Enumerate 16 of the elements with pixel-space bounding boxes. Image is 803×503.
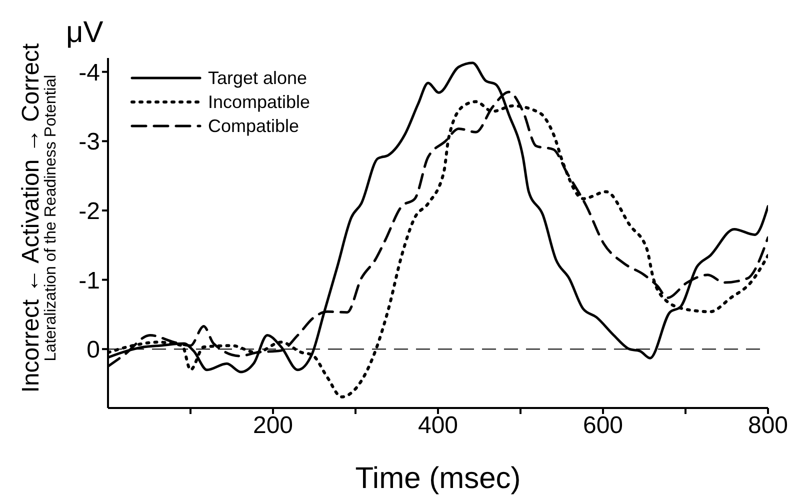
y-tick-label: -4 (78, 59, 100, 86)
text: μV (66, 16, 104, 50)
y-axis-title: Incorrect ← Activation → Correct (18, 43, 45, 393)
legend-label: Compatible (208, 116, 300, 136)
x-axis-title: Time (msec) (355, 462, 521, 495)
y-tick-label: -3 (78, 128, 100, 156)
x-tick-label: 600 (582, 412, 624, 440)
y-tick-label: -1 (78, 267, 100, 294)
x-tick-label: 400 (418, 412, 458, 440)
y-tick-label: 0 (86, 336, 100, 364)
legend-label: Incompatible (208, 92, 310, 112)
legend-label: Target alone (208, 68, 308, 88)
x-tick-label: 800 (748, 412, 788, 440)
x-tick-label: 200 (252, 412, 294, 440)
y-tick-label: -2 (78, 198, 100, 225)
text: Lateralization of the Readiness Potential (43, 74, 60, 364)
